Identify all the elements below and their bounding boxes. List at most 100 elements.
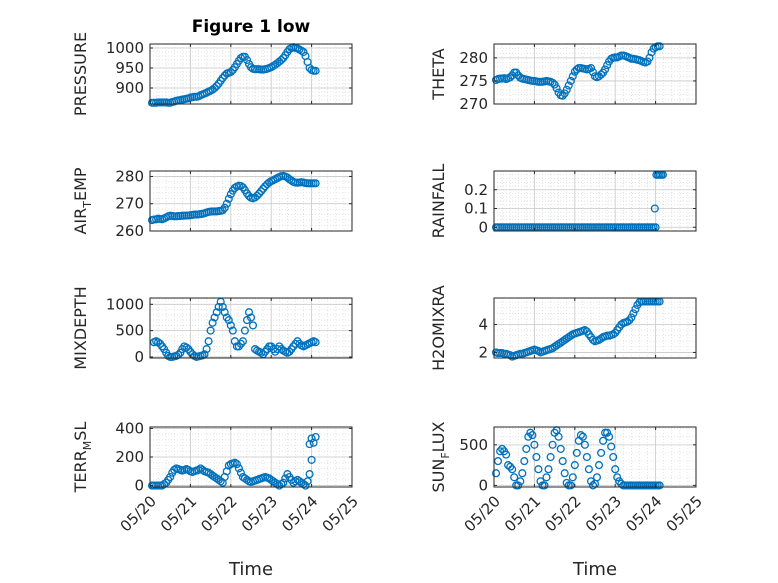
y-tick-label: 270 xyxy=(459,95,488,113)
y-axis-label: RAINFALL xyxy=(429,164,448,239)
axes-background xyxy=(494,427,696,487)
y-tick-label: 280 xyxy=(459,49,488,67)
data-point xyxy=(238,337,247,346)
data-point xyxy=(222,199,231,208)
data-point xyxy=(566,76,575,85)
data-point xyxy=(210,83,219,93)
data-markers xyxy=(491,426,664,490)
data-point xyxy=(285,175,294,184)
data-point xyxy=(615,477,624,486)
y-tick-label: 0 xyxy=(134,348,144,366)
y-tick-label: 0.2 xyxy=(464,181,488,199)
data-point xyxy=(592,473,602,482)
data-point xyxy=(242,316,252,325)
axes-box xyxy=(149,43,353,105)
data-point xyxy=(311,66,320,75)
data-point xyxy=(508,465,517,474)
data-point xyxy=(259,184,268,193)
y-axis-label: PRESSURE xyxy=(71,32,90,116)
data-point xyxy=(311,338,320,347)
x-tick-label: 05/25 xyxy=(319,492,362,535)
data-point xyxy=(206,326,215,335)
data-point xyxy=(578,432,587,441)
data-point xyxy=(655,42,664,51)
x-tick-label: 05/25 xyxy=(663,492,706,535)
data-point xyxy=(305,470,314,479)
data-point xyxy=(279,478,288,487)
data-point xyxy=(301,481,310,490)
axes-rainfall: 00.10.2 RAINFALL xyxy=(429,164,697,239)
y-tick-label: 275 xyxy=(459,72,488,90)
data-point xyxy=(588,481,598,490)
data-point xyxy=(554,432,563,441)
data-point xyxy=(594,461,604,470)
data-point xyxy=(552,84,561,93)
data-point xyxy=(546,452,555,462)
axes-background xyxy=(150,44,352,104)
data-point xyxy=(212,81,221,91)
axes-box xyxy=(493,297,697,359)
axes-mixdepth: 0 500 1000 MIXDEPTH xyxy=(71,286,353,370)
x-tick-label: 05/20 xyxy=(461,492,504,535)
data-point xyxy=(516,477,525,486)
data-point xyxy=(250,345,260,354)
data-point xyxy=(253,191,262,200)
y-tick-label: 1000 xyxy=(106,39,144,57)
figure-title: Figure 1 low xyxy=(192,17,311,37)
axes-h2omixra: 2 4 H2OMIXRA xyxy=(429,285,697,371)
y-tick-label: 950 xyxy=(115,59,144,77)
data-point xyxy=(566,481,575,490)
y-tick-label: 2 xyxy=(478,343,488,361)
x-tick-label: 05/24 xyxy=(622,492,665,535)
data-point xyxy=(218,206,227,215)
data-point xyxy=(246,313,256,322)
y-axis-label: MIXDEPTH xyxy=(71,286,90,369)
data-point xyxy=(522,444,531,453)
x-tick-label: 05/23 xyxy=(582,492,625,535)
data-point xyxy=(307,455,316,464)
data-point xyxy=(514,481,523,490)
y-tick-label: 500 xyxy=(115,322,144,340)
data-point xyxy=(240,326,249,335)
y-axis-label: AIRTEMP xyxy=(71,167,94,234)
data-point xyxy=(540,481,549,490)
x-axis-label: Time xyxy=(572,559,617,580)
data-point xyxy=(588,335,598,344)
data-point xyxy=(584,465,593,474)
data-point xyxy=(232,460,241,469)
data-point xyxy=(226,67,235,77)
x-tick-label: 05/21 xyxy=(157,492,200,535)
x-tick-label: 05/23 xyxy=(238,492,281,535)
y-axis-label: H2OMIXRA xyxy=(429,285,448,371)
data-point xyxy=(611,465,620,474)
data-point xyxy=(580,326,589,335)
data-point xyxy=(506,351,515,360)
axes-box xyxy=(493,426,697,488)
data-point xyxy=(212,308,221,317)
data-point xyxy=(311,432,320,442)
axes-box xyxy=(149,170,353,232)
data-point xyxy=(597,448,606,457)
data-point xyxy=(234,464,243,473)
axes-box xyxy=(493,43,697,105)
data-point xyxy=(568,473,577,482)
data-point xyxy=(170,465,179,474)
x-tick-label: 05/24 xyxy=(278,492,321,535)
axes-air-temp: 260 270 280 AIRTEMP xyxy=(71,167,353,240)
y-axis-label: THETA xyxy=(429,48,448,100)
data-markers xyxy=(147,43,320,107)
data-markers xyxy=(147,432,320,490)
data-point xyxy=(570,461,579,470)
data-point xyxy=(655,481,664,490)
data-point xyxy=(560,469,569,478)
data-point xyxy=(307,434,316,443)
axes-pressure: 900 950 1000 PRESSURE Figure 1 low xyxy=(71,17,353,116)
data-point xyxy=(493,457,503,466)
y-tick-label: 200 xyxy=(115,448,144,466)
data-point xyxy=(265,178,274,187)
y-tick-label: 0.1 xyxy=(464,200,488,218)
data-point xyxy=(224,194,233,203)
data-point xyxy=(204,337,213,346)
